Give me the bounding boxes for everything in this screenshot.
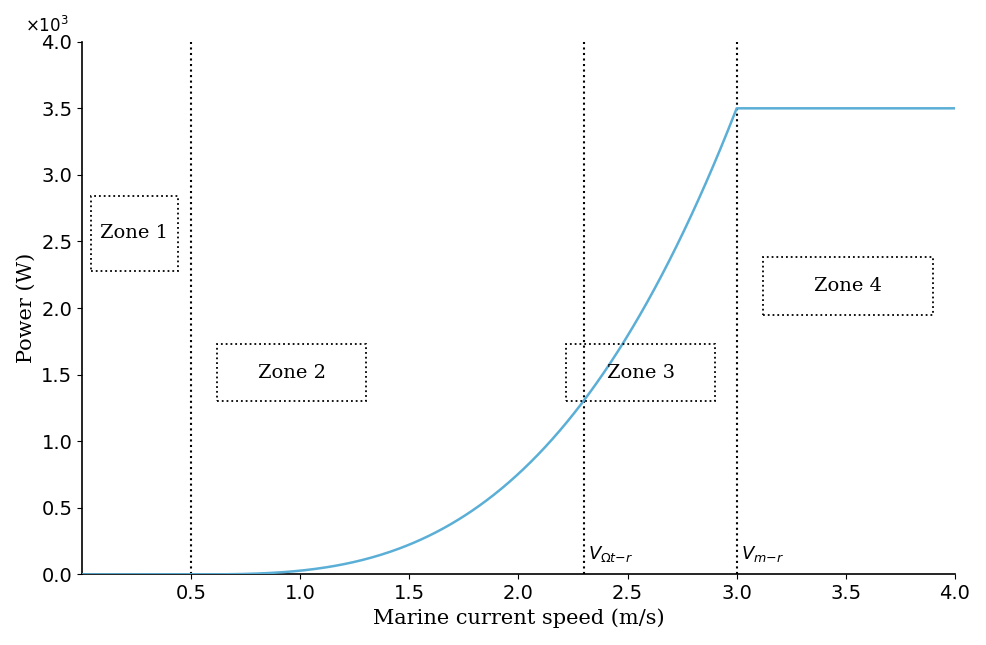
Text: Zone 4: Zone 4	[813, 277, 881, 295]
Text: $\times 10^3$: $\times 10^3$	[26, 16, 69, 36]
Bar	[217, 344, 366, 401]
Text: Zone 1: Zone 1	[101, 224, 169, 243]
Text: $V_{m\mathrm{-}r}$: $V_{m\mathrm{-}r}$	[740, 544, 783, 564]
X-axis label: Marine current speed (m/s): Marine current speed (m/s)	[373, 609, 664, 628]
Text: Zone 2: Zone 2	[257, 364, 325, 382]
Bar	[566, 344, 714, 401]
Bar	[91, 196, 177, 271]
Y-axis label: Power (W): Power (W)	[17, 253, 35, 363]
Bar	[762, 257, 932, 315]
Text: Zone 3: Zone 3	[606, 364, 674, 382]
Text: $V_{\Omega t\mathrm{-}r}$: $V_{\Omega t\mathrm{-}r}$	[588, 544, 633, 564]
